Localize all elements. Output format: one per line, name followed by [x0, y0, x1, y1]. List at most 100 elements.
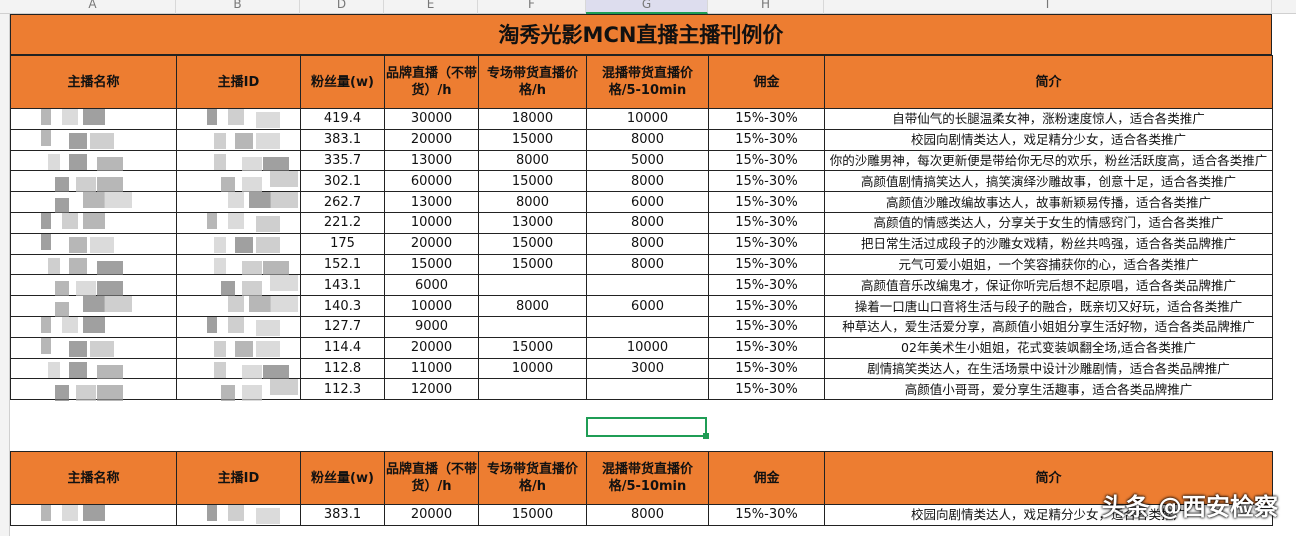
- cell[interactable]: 15%-30%: [708, 108, 825, 130]
- cell[interactable]: 20000: [384, 504, 479, 526]
- anchor-id-cell-redacted[interactable]: [176, 108, 301, 130]
- anchor-id-cell-redacted[interactable]: [176, 128, 301, 151]
- cell[interactable]: 15%-30%: [708, 170, 825, 193]
- cell[interactable]: 校园向剧情类达人，戏足精分少女，适合各类推广: [824, 128, 1273, 151]
- column-header[interactable]: B: [176, 0, 300, 14]
- cell[interactable]: 11000: [384, 357, 479, 380]
- cell[interactable]: 15000: [478, 232, 587, 255]
- anchor-id-cell-redacted[interactable]: [176, 191, 301, 213]
- cell[interactable]: 10000: [586, 336, 709, 359]
- cell[interactable]: 15000: [478, 253, 587, 276]
- cell[interactable]: 12000: [384, 378, 479, 401]
- cell[interactable]: 15%-30%: [708, 128, 825, 151]
- cell[interactable]: 114.4: [300, 336, 385, 359]
- header-cell[interactable]: 佣金: [708, 55, 825, 109]
- cell[interactable]: 15%-30%: [708, 253, 825, 276]
- anchor-name-cell-redacted[interactable]: [10, 274, 177, 298]
- cell[interactable]: 175: [300, 232, 385, 255]
- cell[interactable]: 13000: [384, 191, 479, 213]
- cell[interactable]: [478, 378, 587, 401]
- cell[interactable]: 15%-30%: [708, 336, 825, 359]
- header-cell[interactable]: 品牌直播（不带货）/h: [384, 451, 479, 505]
- cell[interactable]: 元气可爱小姐姐，一个笑容捕获你的心，适合各类推广: [824, 253, 1273, 276]
- cell[interactable]: 15%-30%: [708, 149, 825, 172]
- cell[interactable]: 15%-30%: [708, 274, 825, 297]
- cell[interactable]: 143.1: [300, 274, 385, 297]
- anchor-name-cell-redacted[interactable]: [10, 232, 177, 255]
- cell[interactable]: 15000: [478, 336, 587, 359]
- anchor-name-cell-redacted[interactable]: [10, 315, 177, 338]
- cell[interactable]: 10000: [384, 211, 479, 234]
- cell[interactable]: 操着一口唐山口音将生活与段子的融合，既亲切又好玩，适合各类推广: [824, 295, 1273, 317]
- cell[interactable]: 把日常生活过成段子的沙雕女戏精，粉丝共鸣强，适合各类品牌推广: [824, 232, 1273, 255]
- cell[interactable]: [478, 274, 587, 297]
- anchor-id-cell-redacted[interactable]: [176, 504, 301, 526]
- cell[interactable]: 302.1: [300, 170, 385, 193]
- header-cell[interactable]: 混播带货直播价格/5-10min: [586, 55, 709, 109]
- header-cell[interactable]: 粉丝量(w): [300, 55, 385, 109]
- cell[interactable]: 10000: [384, 295, 479, 317]
- cell[interactable]: 9000: [384, 315, 479, 338]
- cell[interactable]: 5000: [586, 149, 709, 172]
- anchor-id-cell-redacted[interactable]: [176, 274, 301, 298]
- header-cell[interactable]: 品牌直播（不带货）/h: [384, 55, 479, 109]
- anchor-id-cell-redacted[interactable]: [176, 253, 301, 277]
- cell[interactable]: 140.3: [300, 295, 385, 317]
- cell[interactable]: 3000: [586, 357, 709, 380]
- cell[interactable]: 15%-30%: [708, 191, 825, 213]
- anchor-name-cell-redacted[interactable]: [10, 336, 177, 359]
- cell[interactable]: [586, 274, 709, 297]
- cell[interactable]: 15000: [478, 128, 587, 151]
- cell[interactable]: 8000: [586, 211, 709, 234]
- column-header[interactable]: E: [384, 0, 478, 14]
- cell[interactable]: 15000: [384, 253, 479, 276]
- cell[interactable]: 种草达人，爱生活爱分享，高颜值小姐姐分享生活好物，适合各类品牌推广: [824, 315, 1273, 338]
- cell[interactable]: 校园向剧情类达人，戏足精分少女，适合各类推广: [824, 504, 1273, 526]
- cell[interactable]: 你的沙雕男神，每次更新便是带给你无尽的欢乐，粉丝活跃度高，适合各类推广: [824, 149, 1273, 172]
- cell[interactable]: 10000: [478, 357, 587, 380]
- cell[interactable]: 6000: [586, 191, 709, 213]
- anchor-name-cell-redacted[interactable]: [10, 253, 177, 277]
- anchor-id-cell-redacted[interactable]: [176, 149, 301, 173]
- cell[interactable]: 152.1: [300, 253, 385, 276]
- anchor-id-cell-redacted[interactable]: [176, 170, 301, 194]
- header-cell[interactable]: 简介: [824, 55, 1273, 109]
- anchor-id-cell-redacted[interactable]: [176, 232, 301, 255]
- header-cell[interactable]: 主播ID: [176, 451, 301, 505]
- cell[interactable]: [478, 315, 587, 338]
- cell[interactable]: 6000: [586, 295, 709, 317]
- cell[interactable]: 221.2: [300, 211, 385, 234]
- anchor-name-cell-redacted[interactable]: [10, 128, 177, 151]
- cell[interactable]: 8000: [586, 504, 709, 526]
- cell[interactable]: 419.4: [300, 108, 385, 130]
- cell[interactable]: 高颜值沙雕改编故事达人，故事新颖易传播，适合各类推广: [824, 191, 1273, 213]
- cell[interactable]: 高颜值的情感类达人，分享关于女生的情感窍门，适合各类推广: [824, 211, 1273, 234]
- column-header[interactable]: G: [586, 0, 708, 14]
- cell[interactable]: 10000: [586, 108, 709, 130]
- anchor-id-cell-redacted[interactable]: [176, 336, 301, 359]
- cell[interactable]: 383.1: [300, 504, 385, 526]
- anchor-name-cell-redacted[interactable]: [10, 108, 177, 130]
- cell[interactable]: 8000: [478, 149, 587, 172]
- cell[interactable]: 15%-30%: [708, 211, 825, 234]
- cell[interactable]: 15%-30%: [708, 504, 825, 526]
- cell[interactable]: 20000: [384, 232, 479, 255]
- anchor-name-cell-redacted[interactable]: [10, 170, 177, 194]
- header-cell[interactable]: 专场带货直播价格/h: [478, 451, 587, 505]
- anchor-name-cell-redacted[interactable]: [10, 295, 177, 319]
- anchor-name-cell-redacted[interactable]: [10, 504, 177, 526]
- cell[interactable]: 8000: [586, 253, 709, 276]
- anchor-name-cell-redacted[interactable]: [10, 357, 177, 381]
- column-header[interactable]: H: [708, 0, 824, 14]
- anchor-name-cell-redacted[interactable]: [10, 191, 177, 215]
- anchor-name-cell-redacted[interactable]: [10, 149, 177, 173]
- cell[interactable]: 15%-30%: [708, 232, 825, 255]
- cell[interactable]: 高颜值小哥哥，爱分享生活趣事，适合各类品牌推广: [824, 378, 1273, 401]
- header-cell[interactable]: 佣金: [708, 451, 825, 505]
- cell[interactable]: 6000: [384, 274, 479, 297]
- anchor-id-cell-redacted[interactable]: [176, 315, 301, 338]
- cell[interactable]: 剧情搞笑类达人，在生活场景中设计沙雕剧情，适合各类品牌推广: [824, 357, 1273, 380]
- cell[interactable]: 15000: [478, 170, 587, 193]
- cell[interactable]: 335.7: [300, 149, 385, 172]
- header-cell[interactable]: 混播带货直播价格/5-10min: [586, 451, 709, 505]
